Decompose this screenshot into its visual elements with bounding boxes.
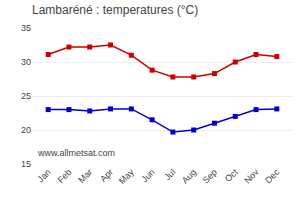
svg-text:25: 25 xyxy=(21,91,31,101)
svg-text:Dec: Dec xyxy=(263,167,282,186)
svg-text:Jan: Jan xyxy=(35,167,52,184)
svg-text:Nov: Nov xyxy=(242,167,261,186)
svg-text:Apr: Apr xyxy=(98,167,115,184)
svg-text:Feb: Feb xyxy=(56,167,74,185)
svg-text:20: 20 xyxy=(21,125,31,135)
svg-text:Jun: Jun xyxy=(139,167,156,184)
svg-text:Lambaréné : temperatures (°C): Lambaréné : temperatures (°C) xyxy=(32,3,198,17)
svg-text:Oct: Oct xyxy=(223,167,240,184)
svg-text:35: 35 xyxy=(21,23,31,33)
svg-text:Jul: Jul xyxy=(162,167,177,182)
svg-text:30: 30 xyxy=(21,57,31,67)
svg-text:May: May xyxy=(117,167,136,186)
svg-text:Mar: Mar xyxy=(76,167,94,185)
svg-text:Sep: Sep xyxy=(201,167,219,185)
svg-text:www.allmetsat.com: www.allmetsat.com xyxy=(37,148,115,158)
svg-text:15: 15 xyxy=(21,159,31,169)
svg-text:Aug: Aug xyxy=(180,167,198,185)
